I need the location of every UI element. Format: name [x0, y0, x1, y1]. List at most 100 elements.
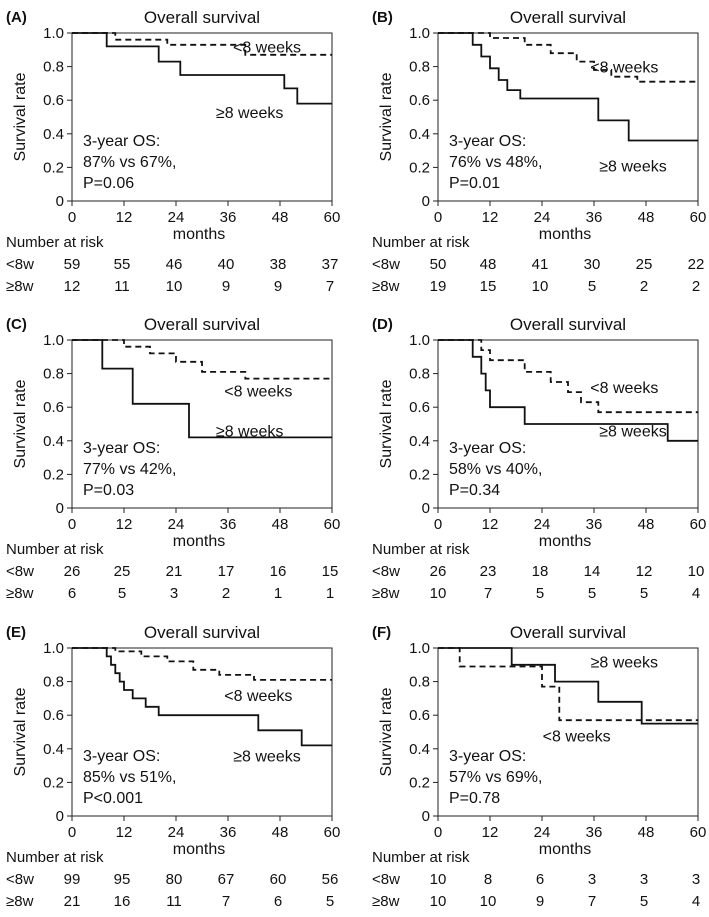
y-tick-label: 0.4: [43, 126, 64, 143]
risk-row-label: <8w: [6, 871, 34, 888]
risk-cell: 11: [166, 893, 182, 910]
os-annotation-line: 77% vs 42%,: [83, 461, 176, 478]
y-tick-label: 0: [56, 808, 64, 825]
risk-cell: 25: [114, 563, 131, 580]
plot-frame: [71, 32, 333, 202]
km-panel-0: (A) Overall survival 0 0.2 0.4 0.6 0.8 1.0 0 12 24…: [6, 8, 340, 295]
x-tick-label: 24: [534, 516, 551, 533]
y-tick-label: 0.8: [409, 674, 430, 691]
curve-ge8-weeks: [72, 32, 332, 105]
risk-cell: 9: [222, 278, 230, 295]
risk-cell: 7: [484, 585, 492, 602]
x-axis-label: months: [539, 533, 591, 550]
curve-label: <8 weeks: [224, 688, 292, 705]
risk-cell: 10: [430, 871, 447, 888]
risk-cell: 16: [270, 563, 287, 580]
y-tick-label: 0.6: [409, 707, 430, 724]
curve-lt8-weeks: [438, 339, 698, 414]
risk-cell: 3: [692, 871, 700, 888]
y-tick-label: 0: [422, 500, 430, 517]
y-axis-label: Survival rate: [12, 72, 29, 161]
risk-cell: 11: [114, 278, 130, 295]
risk-cell: 23: [480, 563, 497, 580]
curve-lt8-weeks: [438, 647, 698, 722]
y-tick-label: 0: [56, 500, 64, 517]
risk-cell: 50: [430, 256, 447, 273]
x-tick-label: 36: [586, 824, 603, 841]
risk-cell: 99: [64, 871, 81, 888]
panel-title: Overall survival: [510, 8, 626, 27]
risk-cell: 7: [222, 893, 230, 910]
risk-cell: 41: [532, 256, 549, 273]
y-tick-label: 0.2: [43, 466, 64, 483]
curve-lt8-weeks: [72, 339, 332, 380]
risk-cell: 22: [688, 256, 705, 273]
os-annotation-line: 58% vs 40%,: [449, 461, 542, 478]
curve-label: ≥8 weeks: [233, 749, 300, 766]
x-axis-label: months: [173, 226, 225, 243]
x-tick-label: 48: [272, 516, 289, 533]
risk-row-label: <8w: [372, 871, 400, 888]
curve-label: ≥8 weeks: [216, 424, 283, 441]
risk-cell: 5: [536, 585, 544, 602]
y-tick-label: 0: [422, 193, 430, 210]
os-annotation-line: 57% vs 69%,: [449, 769, 542, 786]
y-axis-label: Survival rate: [12, 687, 29, 776]
risk-row-label: ≥8w: [372, 278, 400, 295]
curve-ge8-weeks: [72, 647, 332, 747]
risk-cell: 55: [114, 256, 131, 273]
risk-cell: 10: [688, 563, 705, 580]
risk-cell: 5: [118, 585, 126, 602]
os-annotation-line: 3-year OS:: [449, 133, 526, 150]
os-annotation-line: 3-year OS:: [449, 748, 526, 765]
risk-cell: 10: [166, 278, 183, 295]
y-tick-label: 0.8: [43, 366, 64, 383]
x-tick-label: 60: [324, 824, 341, 841]
risk-cell: 4: [692, 893, 700, 910]
x-tick-label: 24: [534, 209, 551, 226]
risk-row-label: ≥8w: [372, 585, 400, 602]
os-annotation-line: 3-year OS:: [83, 440, 160, 457]
y-tick-label: 0.2: [409, 466, 430, 483]
x-tick-label: 48: [638, 516, 655, 533]
curve-ge8-weeks: [438, 647, 698, 725]
x-tick-label: 36: [220, 824, 237, 841]
risk-cell: 12: [636, 563, 653, 580]
risk-cell: 26: [64, 563, 81, 580]
risk-cell: 30: [584, 256, 601, 273]
panel-title: Overall survival: [510, 315, 626, 334]
x-tick-label: 36: [586, 516, 603, 533]
x-tick-label: 60: [324, 516, 341, 533]
x-tick-label: 0: [434, 209, 442, 226]
curve-label: <8 weeks: [590, 380, 658, 397]
risk-cell: 7: [588, 893, 596, 910]
y-tick-label: 1.0: [409, 332, 430, 349]
risk-cell: 10: [480, 893, 497, 910]
os-annotation-line: P=0.03: [83, 482, 134, 499]
curve-lt8-weeks: [72, 32, 332, 56]
risk-cell: 40: [218, 256, 235, 273]
risk-cell: 56: [322, 871, 339, 888]
y-tick-label: 0: [422, 808, 430, 825]
risk-cell: 1: [274, 585, 282, 602]
risk-cell: 21: [166, 563, 183, 580]
risk-cell: 3: [170, 585, 178, 602]
y-tick-label: 0.4: [409, 126, 430, 143]
risk-cell: 6: [536, 871, 544, 888]
curve-label: <8 weeks: [224, 383, 292, 400]
plot-frame: [437, 647, 699, 817]
x-tick-label: 48: [272, 209, 289, 226]
panel-label: (A): [6, 9, 27, 26]
panel-label: (F): [372, 624, 391, 641]
risk-cell: 80: [166, 871, 183, 888]
risk-cell: 14: [584, 563, 601, 580]
risk-cell: 15: [322, 563, 339, 580]
y-axis-label: Survival rate: [378, 379, 395, 468]
x-tick-label: 12: [482, 824, 499, 841]
x-axis-label: months: [539, 841, 591, 858]
y-tick-label: 0.8: [43, 674, 64, 691]
y-tick-label: 0.6: [43, 707, 64, 724]
x-tick-label: 24: [168, 516, 185, 533]
curve-ge8-weeks: [438, 32, 698, 142]
